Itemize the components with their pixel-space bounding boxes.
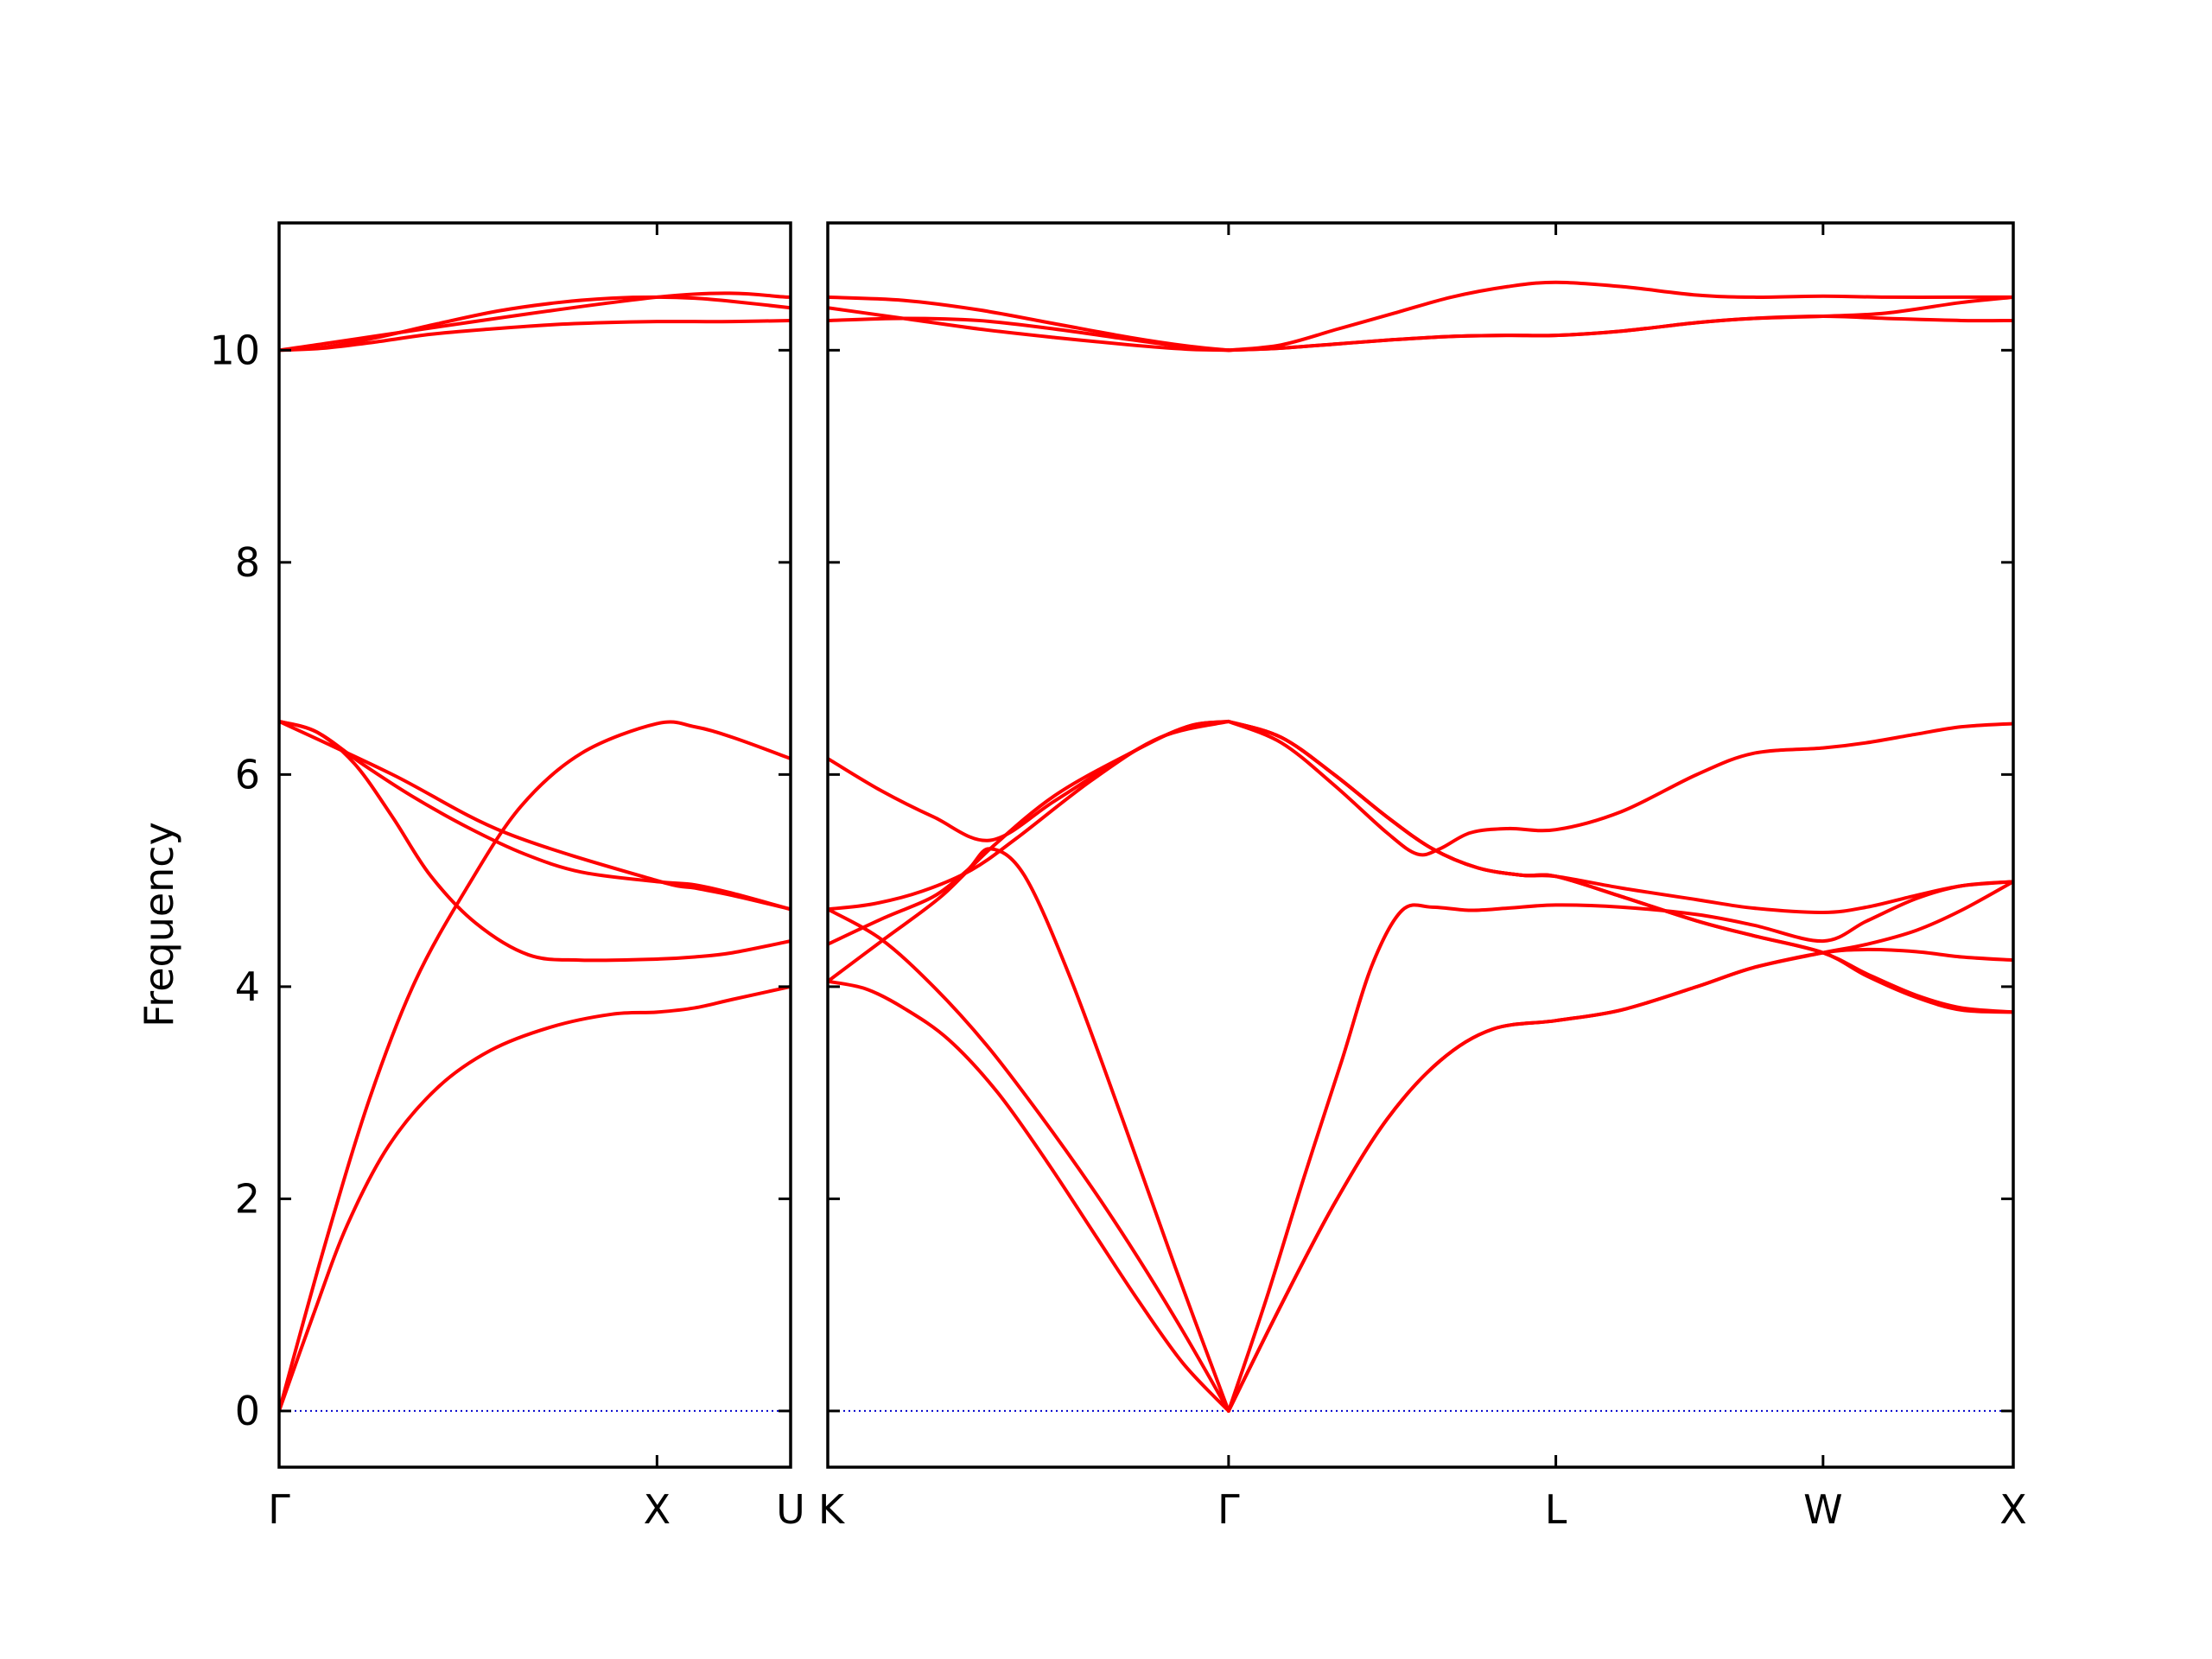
phonon-branch-line: [279, 318, 791, 353]
y-tick-label: 8: [235, 539, 260, 586]
phonon-branch-line: [279, 719, 791, 912]
phonon-branch-line: [828, 847, 1230, 1413]
phonon-branch-line: [828, 907, 1230, 1413]
phonon-branch-line: [828, 979, 1230, 1413]
y-tick-label: 0: [235, 1388, 260, 1434]
phonon-branch-line: [279, 719, 791, 912]
y-axis-ticks: 0 2 4 6 8 10: [209, 327, 260, 1434]
plot-frame: [277, 221, 792, 1469]
plot-frame: [826, 221, 2015, 1469]
y-tick-label: 4: [235, 963, 260, 1010]
x-tick-label: W: [1803, 1486, 1842, 1533]
y-tick-label: 10: [209, 327, 260, 373]
y-tick-label: 2: [235, 1175, 260, 1222]
y-axis-label: Frequency: [136, 822, 182, 1027]
phonon-branch-line: [1226, 719, 2013, 1014]
phonon-branch-line: [1226, 880, 2013, 1413]
x-tick-label: K: [818, 1486, 846, 1533]
phonon-branch-line: [279, 295, 791, 353]
phonon-branch-line: [279, 719, 791, 963]
y-tick-label: 6: [235, 751, 260, 798]
x-tick-label: X: [644, 1486, 671, 1533]
x-tick-label: U: [776, 1486, 805, 1533]
phonon-branch-line: [1226, 719, 2013, 914]
phonon-branch-line: [1226, 719, 2013, 1014]
phonon-branch-line: [1226, 719, 2013, 857]
phonon-branch-line: [1226, 315, 2013, 353]
x-tick-label: Γ: [1217, 1486, 1240, 1533]
phonon-branch-line: [828, 295, 1230, 353]
phonon-branch-line: [1226, 947, 2013, 1413]
phonon-branch-line: [279, 291, 791, 353]
x-tick-label: Γ: [268, 1486, 290, 1533]
x-tick-label: L: [1545, 1486, 1567, 1533]
phonon-branch-line: [828, 306, 1230, 353]
phonon-branch-line: [828, 719, 1230, 842]
x-tick-label: X: [1999, 1486, 2027, 1533]
phonon-branch-line: [279, 720, 791, 1413]
phonon-branch-line: [279, 984, 791, 1413]
phonon-branch-line: [1226, 280, 2013, 353]
phonon-branch-line: [1226, 880, 2013, 1413]
